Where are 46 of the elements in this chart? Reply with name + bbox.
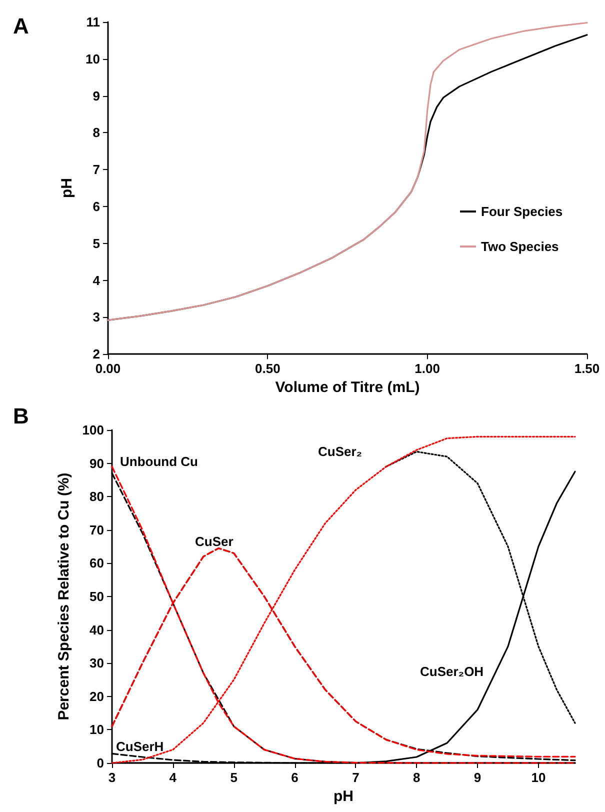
chart-title: A — [13, 14, 29, 38]
y-tick-label: 60 — [90, 556, 104, 571]
x-tick-label: 0.50 — [255, 361, 280, 376]
legend-label: Two Species — [481, 239, 559, 254]
x-axis-title: pH — [334, 788, 354, 805]
x-tick-label: 10 — [531, 770, 546, 785]
y-tick-label: 7 — [92, 162, 100, 178]
annotation: CuSer₂ — [318, 444, 362, 459]
y-tick-label: 8 — [92, 125, 100, 140]
y-tick-label: 4 — [92, 272, 101, 288]
x-axis-title: Volume of Titre (mL) — [275, 379, 420, 396]
x-tick-label: 0.00 — [95, 361, 121, 376]
y-axis-title: Percent Species Relative to Cu (%) — [55, 472, 72, 720]
y-tick-label: 3 — [92, 310, 100, 325]
x-tick-label: 1.50 — [574, 361, 600, 376]
y-tick-label: 50 — [90, 589, 104, 604]
legend-label: Four Species — [481, 204, 563, 219]
y-tick-label: 5 — [92, 236, 100, 251]
annotation: CuSer — [195, 534, 234, 549]
y-axis-title: pH — [58, 178, 76, 198]
x-tick-label: 8 — [412, 770, 420, 785]
chart-title: B — [13, 404, 29, 428]
annotation: CuSer₂OH — [420, 664, 484, 679]
x-tick-label: 6 — [291, 770, 298, 785]
x-tick-label: 1.00 — [414, 361, 440, 376]
y-tick-label: 70 — [90, 522, 104, 538]
y-tick-label: 30 — [90, 656, 104, 671]
y-tick-label: 40 — [90, 622, 104, 638]
y-tick-label: 10 — [86, 51, 100, 66]
x-tick-label: 7 — [352, 770, 360, 785]
y-tick-label: 90 — [90, 456, 104, 471]
y-tick-label: 9 — [92, 88, 100, 104]
x-tick-label: 9 — [474, 770, 482, 785]
y-tick-label: 0 — [96, 756, 104, 770]
y-tick-label: 20 — [90, 688, 104, 704]
y-tick-label: 100 — [82, 422, 104, 438]
y-tick-label: 6 — [92, 199, 100, 214]
annotation: Unbound Cu — [120, 454, 198, 469]
annotation: CuSerH — [116, 739, 164, 754]
y-tick-label: 10 — [90, 722, 104, 738]
y-tick-label: 11 — [86, 14, 100, 30]
y-tick-label: 80 — [90, 489, 104, 504]
y-tick-label: 2 — [92, 346, 100, 362]
x-tick-label: 3 — [108, 770, 116, 785]
x-tick-label: 5 — [230, 770, 238, 785]
x-tick-label: 4 — [169, 770, 178, 785]
